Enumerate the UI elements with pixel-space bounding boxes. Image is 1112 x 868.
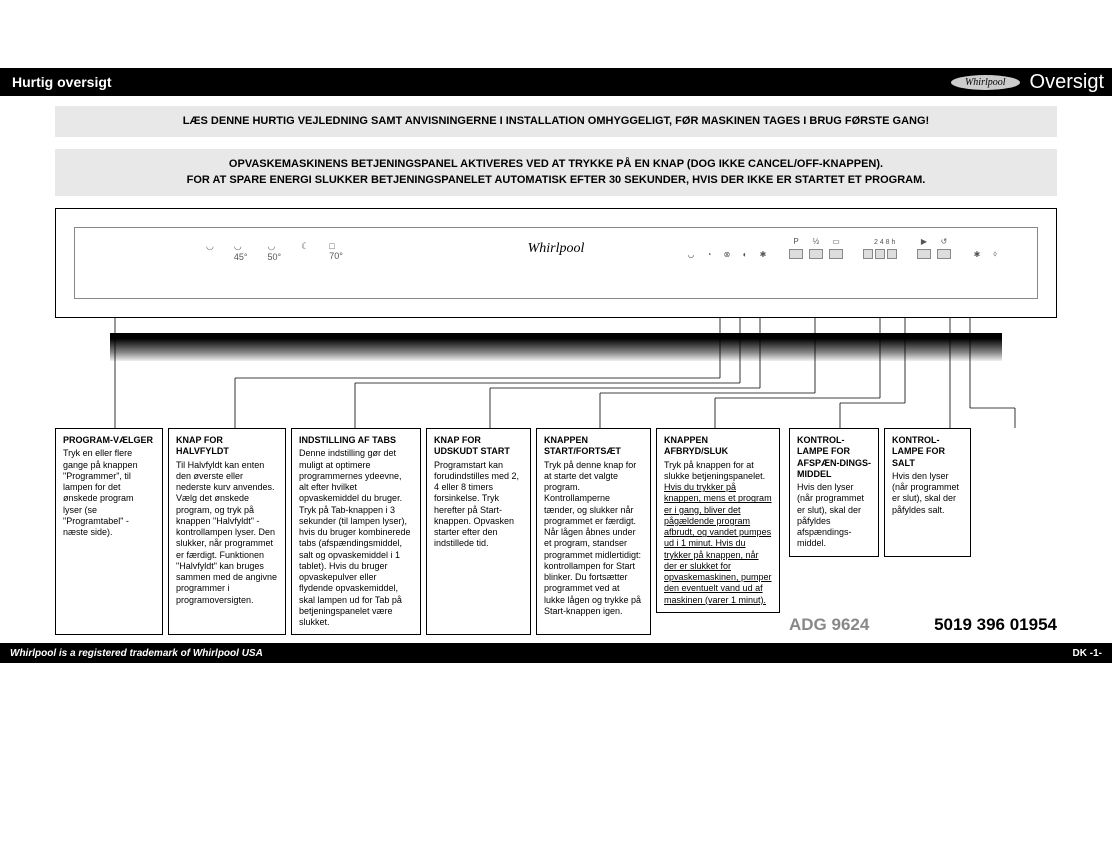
box-body: Hvis den lyser (når programmet er slut),… — [892, 471, 963, 516]
panel-whirlpool-logo: Whirlpool — [528, 241, 585, 257]
part-number: 5019 396 01954 — [934, 615, 1057, 635]
start-button-icon: ▶ — [918, 237, 930, 246]
description-boxes-row: PROGRAM-VÆLGER Tryk en eller flere gange… — [55, 428, 1057, 639]
box-delayed-start: KNAP FOR UDSKUDT START Programstart kan … — [426, 428, 531, 635]
callout-lines-svg — [55, 318, 1057, 428]
panel-button[interactable] — [863, 249, 873, 259]
box-title: KNAP FOR HALVFYLDT — [176, 435, 278, 458]
box-salt-indicator: KONTROL-LAMPE FOR SALT Hvis den lyser (n… — [884, 428, 971, 557]
program-icon: ◡45° — [234, 241, 248, 262]
halfload-button-icon: ½ — [810, 237, 822, 246]
program-icon: ☾ — [301, 241, 309, 262]
warning-text-2b: FOR AT SPARE ENERGI SLUKKER BETJENINGSPA… — [187, 174, 926, 186]
warning-text-2a: OPVASKEMASKINENS BETJENINGSPANEL AKTIVER… — [229, 158, 883, 170]
cycle-icon: ◐ — [739, 250, 751, 259]
program-button-icon: P — [790, 237, 802, 246]
panel-button[interactable] — [789, 249, 803, 259]
header-title-right: Oversigt — [1030, 71, 1104, 94]
whirlpool-logo-icon: Whirlpool — [951, 75, 1020, 90]
callout-lines-area — [55, 318, 1057, 428]
box-body: Tryk en eller flere gange på knappen "Pr… — [63, 448, 155, 538]
box-body: Programstart kan forudindstilles med 2, … — [434, 460, 523, 550]
salt-indicator-icon: ⬨ — [989, 249, 1001, 259]
cycle-icon: ◡ — [685, 250, 697, 259]
program-icon: □70° — [329, 241, 343, 262]
box-half-load: KNAP FOR HALVFYLDT Til Halvfyldt kan ent… — [168, 428, 286, 635]
cancel-button-icon: ↺ — [938, 237, 950, 246]
panel-button[interactable] — [875, 249, 885, 259]
panel-button[interactable] — [917, 249, 931, 259]
box-body: Tryk på denne knap for at starte det val… — [544, 460, 643, 618]
delay-labels: 2 4 8 h — [874, 239, 886, 246]
program-icon: ◡ — [206, 241, 214, 262]
box-title: KONTROL-LAMPE FOR AFSPÆN-DINGS-MIDDEL — [797, 435, 871, 480]
footer-bar: Whirlpool is a registered trademark of W… — [0, 643, 1112, 663]
box-body: Tryk på knappen for at slukke betjenings… — [664, 460, 772, 606]
panel-button[interactable] — [887, 249, 897, 259]
cycle-icon: ◔ — [703, 250, 715, 259]
box-title: PROGRAM-VÆLGER — [63, 435, 155, 446]
cycle-icon: ✱ — [757, 250, 769, 259]
footer-trademark: Whirlpool is a registered trademark of W… — [10, 648, 263, 659]
box-title: KNAPPEN AFBRYD/SLUK — [664, 435, 772, 458]
box-title: INDSTILLING AF TABS — [299, 435, 413, 446]
box-body: Denne indstilling gør det muligt at opti… — [299, 448, 413, 628]
box-tabs-setting: INDSTILLING AF TABS Denne indstilling gø… — [291, 428, 421, 635]
header-right: Whirlpool Oversigt — [951, 71, 1104, 94]
cycle-icon: ⊗ — [721, 250, 733, 259]
box-title: KNAP FOR UDSKUDT START — [434, 435, 523, 458]
box-program-selector: PROGRAM-VÆLGER Tryk en eller flere gange… — [55, 428, 163, 635]
box-body: Til Halvfyldt kan enten den øverste elle… — [176, 460, 278, 606]
box-rinse-indicator: KONTROL-LAMPE FOR AFSPÆN-DINGS-MIDDEL Hv… — [789, 428, 879, 557]
control-panel-diagram: ◡ ◡45° ◡50° ☾ □70° Whirlpool ◡ ◔ ⊗ ◐ ✱ P… — [55, 208, 1057, 318]
program-icons-group: ◡ ◡45° ◡50° ☾ □70° — [206, 241, 343, 262]
tab-button-icon: ▭ — [830, 237, 842, 246]
warning-box-1: LÆS DENNE HURTIG VEJLEDNING SAMT ANVISNI… — [55, 106, 1057, 137]
box-title: KONTROL-LAMPE FOR SALT — [892, 435, 963, 469]
panel-button[interactable] — [829, 249, 843, 259]
model-info-row: ADG 9624 5019 396 01954 — [789, 611, 1057, 635]
model-number: ADG 9624 — [789, 615, 869, 635]
program-icon: ◡50° — [267, 241, 281, 262]
box-cancel-off: KNAPPEN AFBRYD/SLUK Tryk på knappen for … — [656, 428, 780, 613]
panel-button[interactable] — [809, 249, 823, 259]
header-bar: Hurtig oversigt Whirlpool Oversigt — [0, 68, 1112, 96]
rinse-indicator-icon: ✱ — [971, 250, 983, 259]
warning-box-2: OPVASKEMASKINENS BETJENINGSPANEL AKTIVER… — [55, 149, 1057, 196]
header-title-left: Hurtig oversigt — [12, 74, 112, 90]
panel-buttons-group: ◡ ◔ ⊗ ◐ ✱ P ½ ▭ 2 4 8 h ▶ — [685, 237, 1001, 259]
box-start-continue: KNAPPEN START/FORTSÆT Tryk på denne knap… — [536, 428, 651, 635]
box-title: KNAPPEN START/FORTSÆT — [544, 435, 643, 458]
box-body: Hvis den lyser (når programmet er slut),… — [797, 482, 871, 550]
panel-button[interactable] — [937, 249, 951, 259]
footer-page-number: DK -1- — [1073, 648, 1102, 659]
warning-text-1: LÆS DENNE HURTIG VEJLEDNING SAMT ANVISNI… — [183, 115, 929, 127]
